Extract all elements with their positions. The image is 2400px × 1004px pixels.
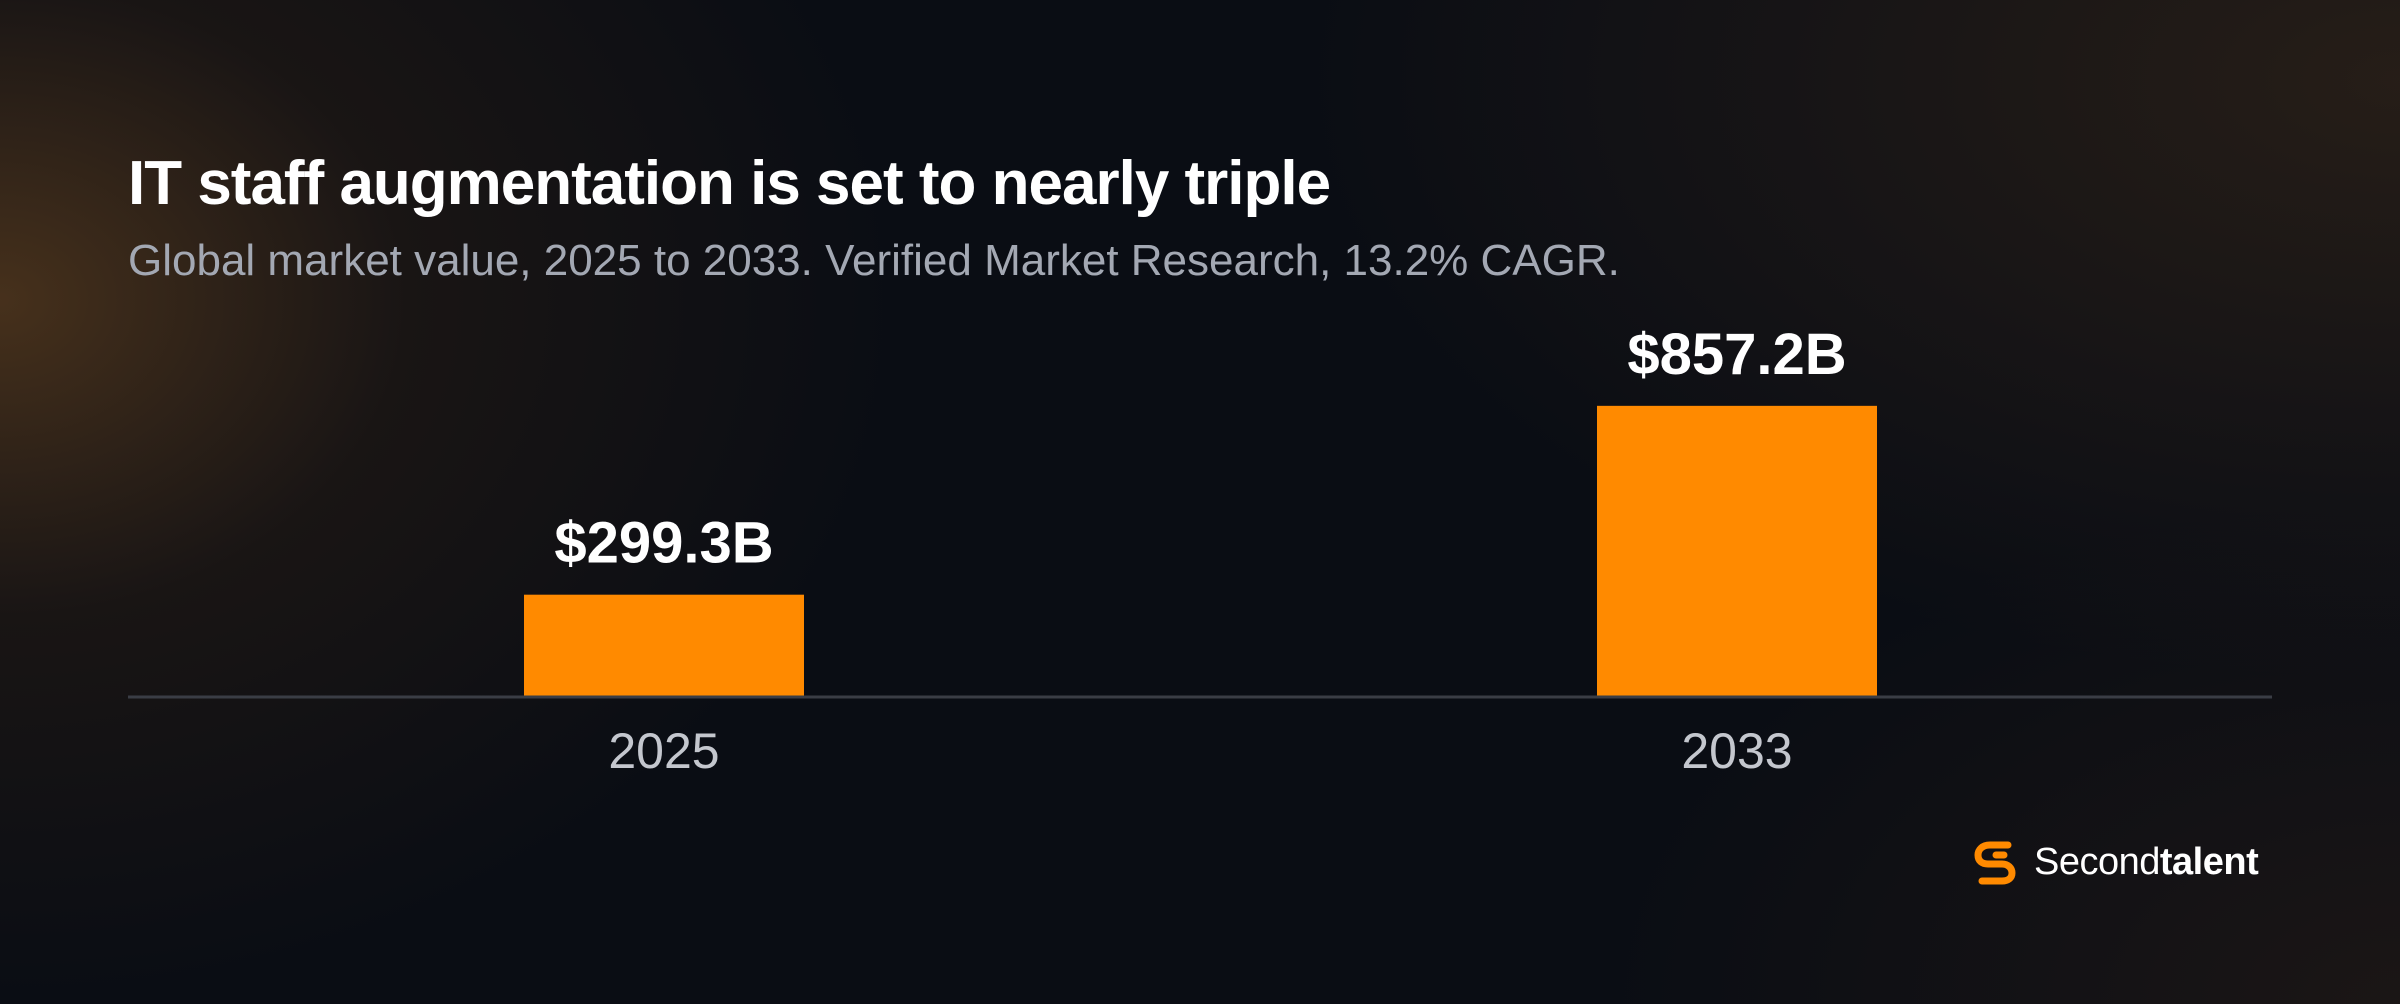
- brand-logo: Secondtalent: [1968, 834, 2259, 890]
- x-tick-label-2033: 2033: [1681, 723, 1792, 779]
- chart-title: IT staff augmentation is set to nearly t…: [128, 149, 1331, 218]
- secondtalent-logo-icon: [1974, 841, 2016, 885]
- bar-2025: [524, 594, 804, 696]
- brand-name-regular: Second: [2034, 840, 2160, 883]
- bar-2033: [1597, 405, 1877, 696]
- brand-name: Secondtalent: [2034, 840, 2259, 884]
- data-label-2025: $299.3B: [554, 511, 773, 576]
- data-label-2033: $857.2B: [1627, 322, 1846, 387]
- brand-name-bold: talent: [2159, 840, 2259, 883]
- chart-subtitle: Global market value, 2025 to 2033. Verif…: [128, 236, 1620, 285]
- x-tick-label-2025: 2025: [608, 723, 719, 779]
